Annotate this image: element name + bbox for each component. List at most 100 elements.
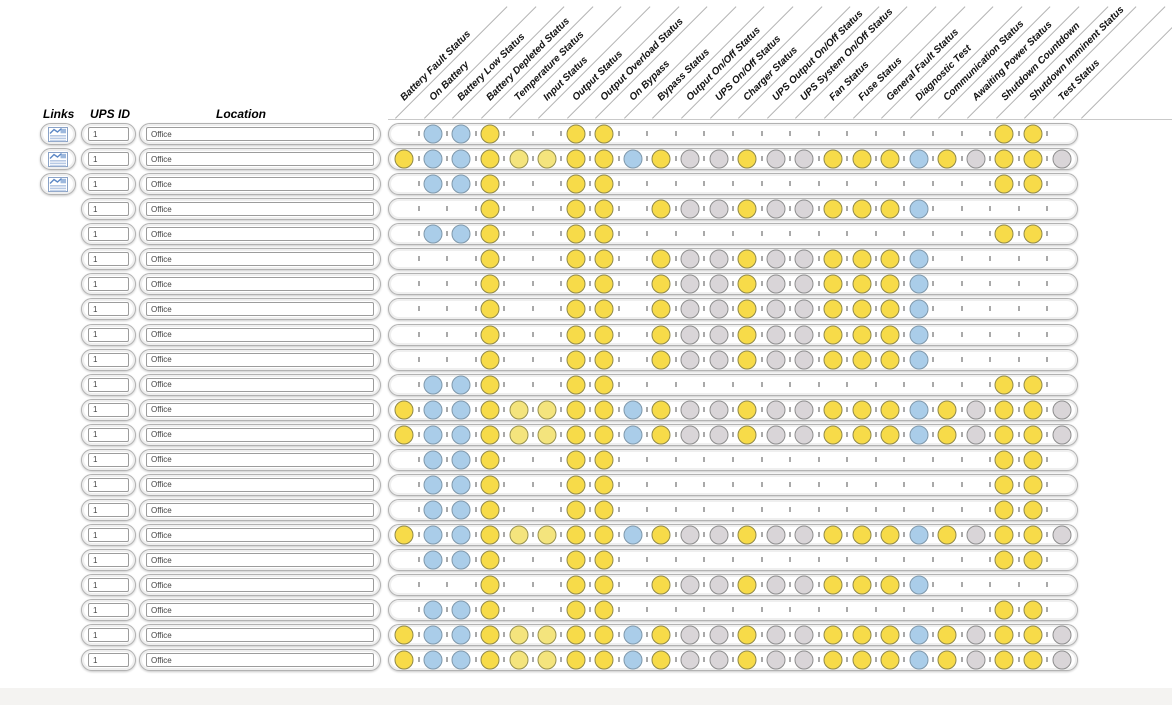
location-field[interactable] <box>146 252 374 267</box>
link-button[interactable] <box>40 148 76 171</box>
location-column-header: Location <box>216 107 266 121</box>
cell-separator-tick <box>760 532 763 538</box>
status-indicator <box>680 274 700 294</box>
ups-id-cell <box>81 323 136 346</box>
status-cell <box>589 248 619 270</box>
status-cell <box>589 524 619 546</box>
status-cell <box>474 248 505 270</box>
ups-id-field[interactable] <box>88 578 129 593</box>
status-indicator <box>566 550 586 570</box>
link-button[interactable] <box>40 123 76 145</box>
location-field[interactable] <box>146 553 374 568</box>
status-cell <box>874 474 905 496</box>
ups-id-field[interactable] <box>88 352 129 367</box>
status-cell <box>789 273 819 295</box>
location-field[interactable] <box>146 227 374 242</box>
cell-separator-tick <box>874 231 877 237</box>
location-field[interactable] <box>146 402 374 417</box>
cell-separator-tick <box>817 306 820 312</box>
cell-separator-tick <box>703 331 706 337</box>
status-indicator <box>823 249 843 269</box>
location-cell <box>139 574 381 597</box>
location-field[interactable] <box>146 653 374 668</box>
status-cell <box>390 449 419 471</box>
location-field[interactable] <box>146 352 374 367</box>
status-indicator <box>1023 625 1043 645</box>
status-indicator <box>909 249 929 269</box>
location-field[interactable] <box>146 127 374 141</box>
cell-separator-tick <box>817 431 820 437</box>
location-field[interactable] <box>146 377 374 392</box>
ups-id-field[interactable] <box>88 628 129 643</box>
location-field[interactable] <box>146 578 374 593</box>
status-cell <box>560 549 590 571</box>
cell-separator-tick <box>760 306 763 312</box>
ups-id-field[interactable] <box>88 177 129 192</box>
location-field[interactable] <box>146 152 374 167</box>
status-cell <box>817 599 848 621</box>
ups-id-field[interactable] <box>88 202 129 217</box>
location-field[interactable] <box>146 528 374 543</box>
location-field[interactable] <box>146 327 374 342</box>
cell-separator-tick <box>903 231 906 237</box>
ups-id-field[interactable] <box>88 653 129 668</box>
location-field[interactable] <box>146 503 374 518</box>
ups-id-field[interactable] <box>88 327 129 342</box>
status-cell <box>503 649 533 671</box>
link-button[interactable] <box>40 173 76 196</box>
ups-id-field[interactable] <box>88 127 129 141</box>
ups-id-field[interactable] <box>88 252 129 267</box>
status-indicator <box>451 425 471 445</box>
location-field[interactable] <box>146 427 374 442</box>
cell-separator-tick <box>560 507 563 513</box>
status-cell <box>446 248 476 270</box>
status-cell <box>474 449 505 471</box>
status-cell <box>760 273 791 295</box>
ups-id-field[interactable] <box>88 427 129 442</box>
location-cell <box>139 473 381 496</box>
ups-id-field[interactable] <box>88 452 129 467</box>
status-cell <box>874 273 905 295</box>
ups-id-field[interactable] <box>88 477 129 492</box>
status-cell <box>589 298 619 320</box>
ups-id-field[interactable] <box>88 402 129 417</box>
ups-id-field[interactable] <box>88 503 129 518</box>
ups-id-field[interactable] <box>88 377 129 392</box>
location-field[interactable] <box>146 202 374 217</box>
cell-separator-tick <box>446 256 449 262</box>
ups-id-field[interactable] <box>88 227 129 242</box>
status-cell <box>703 399 733 421</box>
cell-separator-tick <box>674 456 677 462</box>
location-field[interactable] <box>146 603 374 618</box>
status-cell <box>589 599 619 621</box>
location-field[interactable] <box>146 177 374 192</box>
location-field[interactable] <box>146 477 374 492</box>
ups-id-field[interactable] <box>88 553 129 568</box>
status-cell <box>560 349 590 371</box>
ups-id-field[interactable] <box>88 152 129 167</box>
status-cell <box>989 248 1019 270</box>
ups-id-field[interactable] <box>88 302 129 317</box>
cell-separator-tick <box>417 156 420 162</box>
location-cell <box>139 499 381 522</box>
status-cell <box>417 399 448 421</box>
cell-separator-tick <box>1046 532 1049 538</box>
status-cell <box>531 349 562 371</box>
status-cell <box>646 499 676 521</box>
ups-id-field[interactable] <box>88 528 129 543</box>
ups-id-field[interactable] <box>88 603 129 618</box>
ups-id-cell <box>81 574 136 597</box>
cell-separator-tick <box>1046 131 1049 136</box>
cell-separator-tick <box>503 481 506 487</box>
location-field[interactable] <box>146 628 374 643</box>
location-field[interactable] <box>146 302 374 317</box>
ups-id-field[interactable] <box>88 277 129 292</box>
cell-separator-tick <box>931 381 934 387</box>
location-field[interactable] <box>146 452 374 467</box>
location-field[interactable] <box>146 277 374 292</box>
cell-separator-tick <box>903 507 906 513</box>
status-cell <box>1046 148 1076 170</box>
status-cell <box>817 399 848 421</box>
status-cell <box>589 324 619 346</box>
status-cell <box>674 599 705 621</box>
